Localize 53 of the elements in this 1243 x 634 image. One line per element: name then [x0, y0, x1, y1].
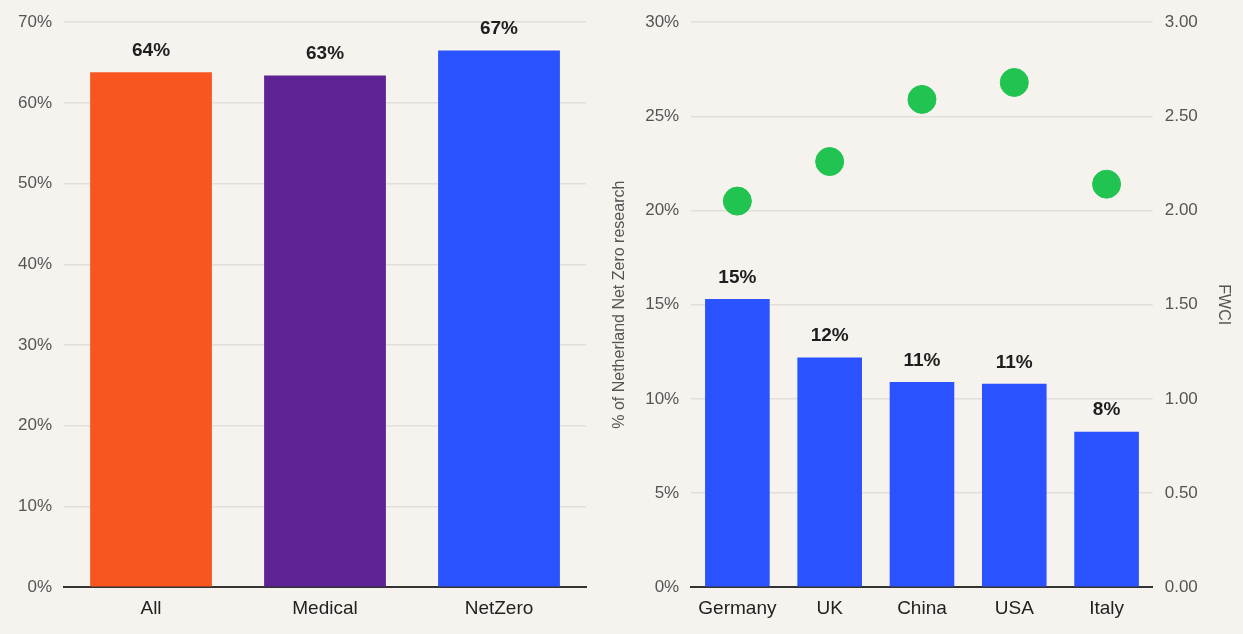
- bar: [705, 299, 770, 587]
- y-tick-label: 40%: [17, 254, 53, 274]
- y-tick-label: 20%: [17, 415, 53, 435]
- y-tick-label: 0%: [27, 576, 53, 596]
- y2-tick-label: 2.00: [1164, 200, 1198, 220]
- y-tick-label: 10%: [17, 496, 53, 516]
- bar: [264, 75, 386, 587]
- x-tick-label: China: [897, 596, 948, 618]
- point: [815, 147, 845, 177]
- y-tick-label: 5%: [654, 482, 680, 502]
- data-label: 8%: [1092, 398, 1121, 420]
- data-label: 11%: [903, 348, 941, 370]
- y-tick-label: 0%: [654, 576, 680, 596]
- y2-tick-label: 1.50: [1164, 294, 1198, 314]
- data-label: 67%: [479, 17, 519, 39]
- x-tick-label: NetZero: [464, 596, 534, 618]
- y-tick-label: 60%: [17, 92, 53, 112]
- y-tick-label: 30%: [645, 11, 680, 31]
- y-tick-label: 30%: [17, 334, 53, 354]
- bar: [797, 357, 862, 587]
- data-label: 64%: [132, 38, 171, 60]
- y2-axis-title: FWCI: [1215, 284, 1233, 326]
- y-tick-label: 10%: [645, 388, 680, 408]
- x-tick-label: All: [140, 596, 162, 618]
- y2-tick-label: 3.00: [1164, 11, 1198, 31]
- x-tick-label: Italy: [1089, 596, 1125, 618]
- bar: [438, 50, 560, 587]
- y2-tick-label: 0.00: [1164, 576, 1198, 596]
- y-tick-label: 50%: [17, 173, 53, 193]
- y2-tick-label: 0.50: [1164, 482, 1198, 502]
- point: [1092, 169, 1122, 199]
- x-tick-label: Medical: [292, 596, 358, 618]
- point: [722, 186, 752, 216]
- y-tick-label: 15%: [645, 294, 680, 314]
- point: [907, 84, 937, 114]
- bar: [1074, 431, 1139, 587]
- data-label: 11%: [995, 350, 1033, 372]
- y-tick-label: 70%: [17, 11, 53, 31]
- y-axis-title: % of Netherland Net Zero research: [610, 180, 628, 429]
- y-tick-label: 20%: [645, 200, 680, 220]
- data-label: 63%: [306, 42, 345, 64]
- x-tick-label: UK: [816, 596, 844, 618]
- bar: [90, 72, 212, 587]
- y-tick-label: 25%: [645, 106, 680, 126]
- y2-tick-label: 1.00: [1164, 388, 1198, 408]
- bar: [889, 381, 955, 587]
- x-tick-label: Germany: [698, 596, 777, 618]
- data-label: 15%: [718, 265, 757, 287]
- y2-tick-label: 2.50: [1164, 106, 1198, 126]
- data-label: 12%: [810, 324, 849, 346]
- x-tick-label: USA: [994, 596, 1035, 618]
- bar: [981, 383, 1047, 587]
- point: [999, 67, 1029, 97]
